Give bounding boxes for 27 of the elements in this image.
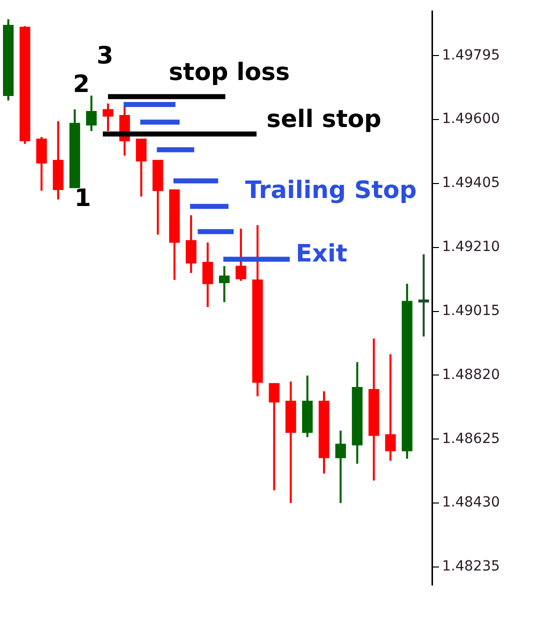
candlestick xyxy=(136,138,147,198)
candlestick xyxy=(102,102,114,132)
candlestick xyxy=(202,241,214,308)
ref-line-label: Exit xyxy=(296,239,348,268)
ref-line-label: Trailing Stop xyxy=(245,176,417,204)
y-tick-label: 1.48235 xyxy=(442,558,500,575)
candlestick xyxy=(218,265,230,304)
annotation: 1 xyxy=(74,184,92,212)
candlestick xyxy=(86,94,97,132)
y-tick-label: 1.48820 xyxy=(442,366,500,383)
y-tick-label: 1.49405 xyxy=(442,175,500,192)
y-tick-label: 1.48430 xyxy=(442,494,500,511)
candlestick xyxy=(186,214,196,274)
ref-line-label: stop loss xyxy=(168,58,290,86)
annotation: 3 xyxy=(96,42,114,70)
y-tick-label: 1.48625 xyxy=(442,430,500,447)
candlestick xyxy=(418,253,430,338)
y-tick-label: 1.49210 xyxy=(442,239,500,256)
y-tick-label: 1.49795 xyxy=(442,47,500,64)
candlestick xyxy=(236,228,246,282)
y-tick-label: 1.49015 xyxy=(442,302,500,319)
candlestick xyxy=(268,382,280,492)
annotation: 2 xyxy=(73,70,90,98)
candlestick xyxy=(385,353,396,462)
ref-line-label: sell stop xyxy=(266,105,382,134)
y-tick-label: 1.49600 xyxy=(442,111,500,128)
candlestick xyxy=(335,430,346,504)
